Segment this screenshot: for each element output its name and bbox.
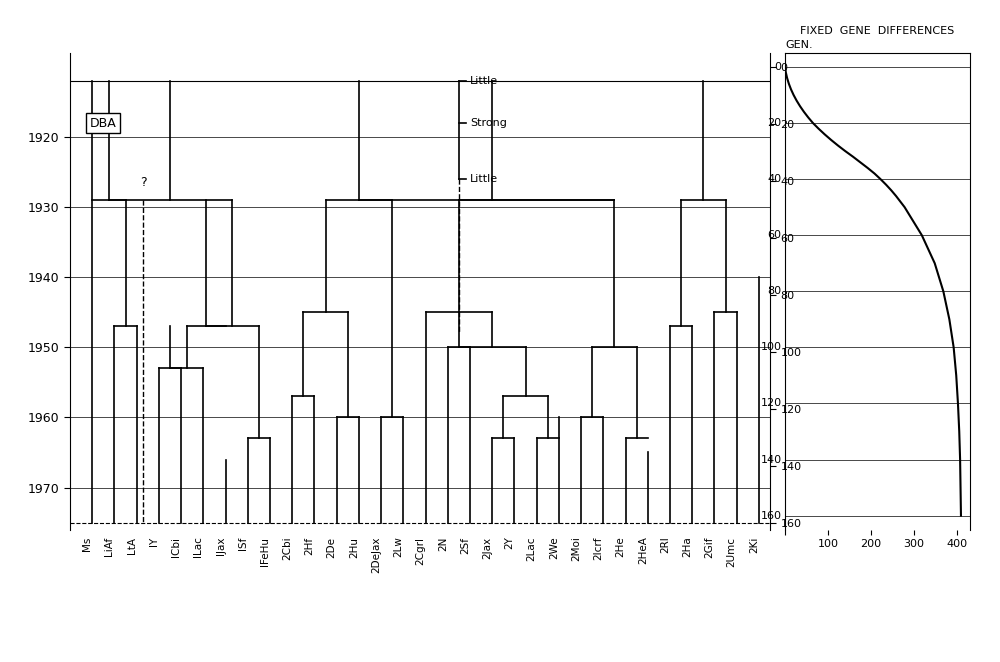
Text: GEN.: GEN. — [785, 40, 813, 50]
Text: 2Jax: 2Jax — [482, 537, 492, 559]
Text: 2Lw: 2Lw — [393, 537, 403, 557]
Text: ICbi: ICbi — [171, 537, 181, 557]
Text: 0: 0 — [775, 62, 782, 72]
Text: 2Sf: 2Sf — [460, 537, 470, 553]
Text: 2Icrf: 2Icrf — [593, 537, 603, 560]
Text: 2CgrI: 2CgrI — [416, 537, 426, 565]
Text: 2HeA: 2HeA — [638, 537, 648, 565]
Text: ?: ? — [140, 176, 147, 189]
Text: 2Y: 2Y — [504, 537, 514, 549]
Text: Little: Little — [470, 76, 498, 86]
Text: 160: 160 — [761, 510, 782, 520]
Text: 2Hu: 2Hu — [349, 537, 359, 557]
Text: 2De: 2De — [327, 537, 337, 557]
Text: ISf: ISf — [238, 537, 248, 550]
Text: FIXED  GENE  DIFFERENCES: FIXED GENE DIFFERENCES — [800, 26, 955, 36]
Text: IFeHu: IFeHu — [260, 537, 270, 565]
Text: 2Hf: 2Hf — [304, 537, 314, 555]
Text: 120: 120 — [760, 399, 782, 408]
Text: 2RI: 2RI — [660, 537, 670, 553]
Text: 2DeJax: 2DeJax — [371, 537, 381, 573]
Text: 2He: 2He — [616, 537, 626, 557]
Text: 40: 40 — [767, 174, 782, 184]
Text: Ms: Ms — [82, 537, 92, 551]
Text: LtA: LtA — [127, 537, 137, 553]
Text: 2We: 2We — [549, 537, 559, 559]
Text: 2Ki: 2Ki — [749, 537, 759, 553]
Text: 20: 20 — [767, 118, 782, 128]
Text: 100: 100 — [761, 342, 782, 352]
Text: 2N: 2N — [438, 537, 448, 551]
Text: 80: 80 — [767, 286, 782, 297]
Text: 2Gif: 2Gif — [704, 537, 714, 558]
Text: Strong: Strong — [470, 118, 507, 128]
Text: LiAf: LiAf — [104, 537, 114, 556]
Text: Little: Little — [470, 174, 498, 184]
Text: IY: IY — [149, 537, 159, 546]
Text: 2Ha: 2Ha — [682, 537, 692, 557]
Text: 2Umc: 2Umc — [727, 537, 737, 567]
Text: 2Moi: 2Moi — [571, 537, 581, 561]
Text: 2Lac: 2Lac — [527, 537, 537, 561]
Text: ILac: ILac — [193, 537, 203, 557]
Text: 60: 60 — [768, 230, 782, 240]
Text: IJax: IJax — [216, 537, 226, 555]
Text: 2Cbi: 2Cbi — [282, 537, 292, 560]
Text: 140: 140 — [760, 455, 782, 465]
Text: DBA: DBA — [90, 117, 117, 130]
